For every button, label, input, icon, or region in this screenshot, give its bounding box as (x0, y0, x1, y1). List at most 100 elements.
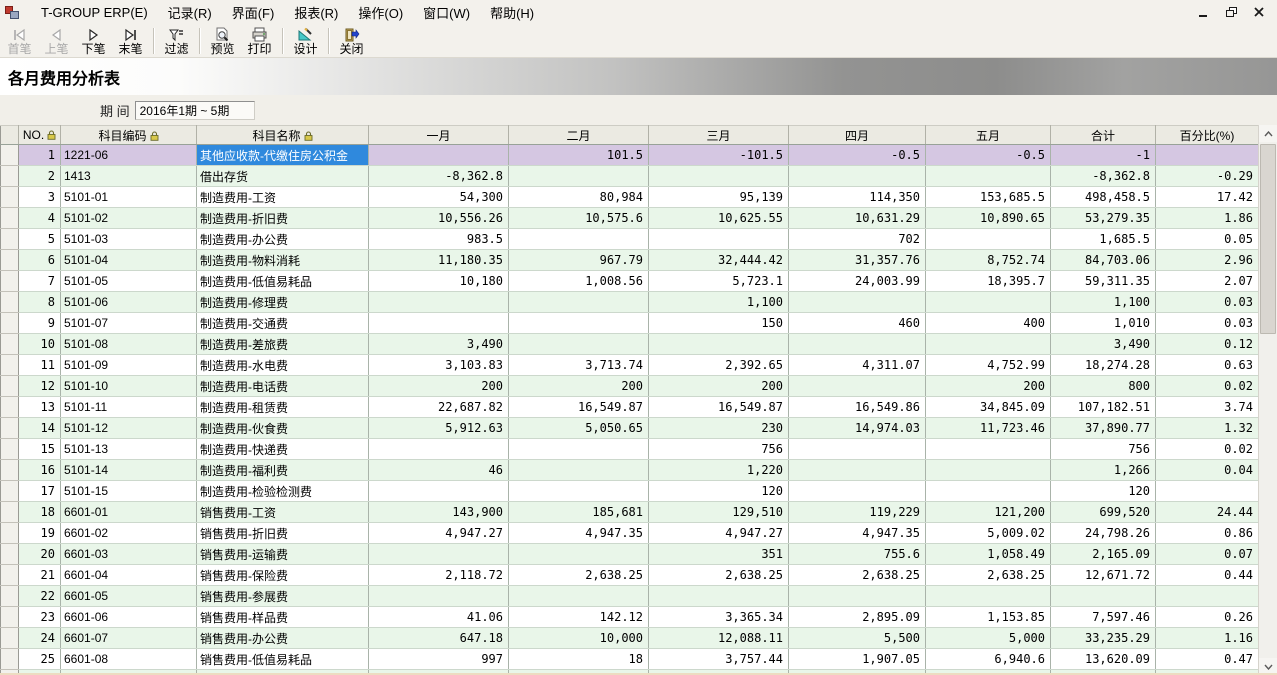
cell-name[interactable]: 销售费用-保险费 (196, 564, 369, 586)
cell-code[interactable]: 5101-13 (60, 438, 197, 460)
row-selector[interactable] (0, 417, 19, 439)
cell-value[interactable]: 121,200 (925, 501, 1051, 523)
row-selector[interactable] (0, 270, 19, 292)
col-header-total[interactable]: 合计 (1050, 125, 1156, 145)
filter-button[interactable]: 过滤 (158, 25, 195, 56)
col-header-may[interactable]: 五月 (925, 125, 1051, 145)
cell-value[interactable]: 4,947.27 (648, 522, 789, 544)
cell-value[interactable]: 756 (1050, 438, 1156, 460)
cell-value[interactable]: 0.12 (1155, 333, 1259, 355)
row-selector[interactable] (0, 186, 19, 208)
cell-name[interactable]: 制造费用-工资 (196, 186, 369, 208)
cell-value[interactable]: 5,500 (788, 627, 926, 649)
cell-no[interactable]: 8 (18, 291, 61, 313)
cell-value[interactable] (368, 312, 509, 334)
cell-code[interactable]: 5101-08 (60, 333, 197, 355)
cell-value[interactable]: 983.5 (368, 228, 509, 250)
cell-value[interactable]: 0.07 (1155, 543, 1259, 565)
row-selector[interactable] (0, 627, 19, 649)
col-header-percent[interactable]: 百分比(%) (1155, 125, 1259, 145)
cell-value[interactable]: 200 (368, 375, 509, 397)
cell-value[interactable]: 13,620.09 (1050, 648, 1156, 670)
cell-no[interactable]: 2 (18, 165, 61, 187)
cell-code[interactable]: 5101-11 (60, 396, 197, 418)
cell-value[interactable]: 1,153.85 (925, 606, 1051, 628)
cell-value[interactable]: 200 (508, 375, 649, 397)
cell-value[interactable]: 702 (788, 228, 926, 250)
cell-value[interactable]: 5,000 (925, 627, 1051, 649)
cell-value[interactable] (368, 144, 509, 166)
cell-value[interactable]: 3,490 (368, 333, 509, 355)
cell-code[interactable]: 6601-04 (60, 564, 197, 586)
prev-record-button[interactable]: 上笔 (38, 25, 75, 56)
menu-app[interactable]: T-GROUP ERP(E) (41, 5, 148, 20)
cell-name[interactable]: 制造费用-检验检测费 (196, 480, 369, 502)
cell-value[interactable] (648, 669, 789, 673)
cell-value[interactable]: -8,362.8 (368, 165, 509, 187)
cell-value[interactable] (368, 291, 509, 313)
period-input[interactable]: 2016年1期 ~ 5期 (134, 100, 255, 120)
menu-operate[interactable]: 操作(O) (358, 6, 404, 21)
cell-no[interactable]: 12 (18, 375, 61, 397)
cell-value[interactable]: 1,008.56 (508, 270, 649, 292)
row-selector[interactable] (0, 606, 19, 628)
cell-value[interactable] (368, 585, 509, 607)
cell-value[interactable] (925, 480, 1051, 502)
col-header-name[interactable]: 科目名称 (196, 125, 369, 145)
cell-value[interactable]: 3,490 (1050, 333, 1156, 355)
col-header-apr[interactable]: 四月 (788, 125, 926, 145)
row-selector[interactable] (0, 501, 19, 523)
menu-interface[interactable]: 界面(F) (231, 6, 275, 21)
cell-value[interactable]: 119,229 (788, 501, 926, 523)
cell-value[interactable]: 4,752.99 (925, 354, 1051, 376)
cell-code[interactable]: 6601-01 (60, 501, 197, 523)
cell-value[interactable] (508, 585, 649, 607)
cell-value[interactable]: 230 (648, 417, 789, 439)
cell-name[interactable]: 制造费用-福利费 (196, 459, 369, 481)
cell-value[interactable] (368, 543, 509, 565)
cell-no[interactable]: 11 (18, 354, 61, 376)
cell-value[interactable]: 101.5 (508, 144, 649, 166)
cell-value[interactable]: 0.47 (1155, 648, 1259, 670)
cell-code[interactable]: 6601-06 (60, 606, 197, 628)
row-selector[interactable] (0, 669, 19, 673)
cell-no[interactable]: 4 (18, 207, 61, 229)
cell-value[interactable]: 800 (1050, 375, 1156, 397)
cell-value[interactable]: -0.5 (788, 144, 926, 166)
cell-value[interactable] (925, 459, 1051, 481)
cell-value[interactable] (508, 480, 649, 502)
cell-value[interactable]: -101.5 (648, 144, 789, 166)
cell-name[interactable]: 销售费用-运输费 (196, 543, 369, 565)
cell-no[interactable]: 19 (18, 522, 61, 544)
cell-value[interactable]: 84,703.06 (1050, 249, 1156, 271)
cell-value[interactable]: 10,890.65 (925, 207, 1051, 229)
cell-code[interactable]: 5101-12 (60, 417, 197, 439)
cell-value[interactable]: 0.05 (1155, 228, 1259, 250)
cell-no[interactable]: 10 (18, 333, 61, 355)
row-selector[interactable] (0, 396, 19, 418)
cell-no[interactable]: 3 (18, 186, 61, 208)
cell-value[interactable] (1155, 144, 1259, 166)
cell-value[interactable]: 37,890.77 (1050, 417, 1156, 439)
cell-value[interactable]: -0.5 (925, 144, 1051, 166)
cell-value[interactable]: 200 (925, 375, 1051, 397)
row-selector[interactable] (0, 375, 19, 397)
cell-name[interactable]: 借出存货 (196, 165, 369, 187)
cell-value[interactable] (508, 165, 649, 187)
cell-value[interactable] (508, 438, 649, 460)
cell-code[interactable] (60, 669, 197, 673)
cell-value[interactable] (368, 480, 509, 502)
cell-no[interactable]: 1 (18, 144, 61, 166)
cell-value[interactable]: 41.06 (368, 606, 509, 628)
cell-value[interactable]: 4,947.35 (508, 522, 649, 544)
first-record-button[interactable]: 首笔 (1, 25, 38, 56)
cell-value[interactable]: 114,350 (788, 186, 926, 208)
cell-value[interactable]: 143,900 (368, 501, 509, 523)
cell-value[interactable] (508, 228, 649, 250)
cell-value[interactable] (788, 291, 926, 313)
cell-code[interactable]: 5101-01 (60, 186, 197, 208)
cell-code[interactable]: 6601-05 (60, 585, 197, 607)
cell-no[interactable]: 22 (18, 585, 61, 607)
cell-value[interactable] (788, 585, 926, 607)
cell-value[interactable] (1155, 480, 1259, 502)
